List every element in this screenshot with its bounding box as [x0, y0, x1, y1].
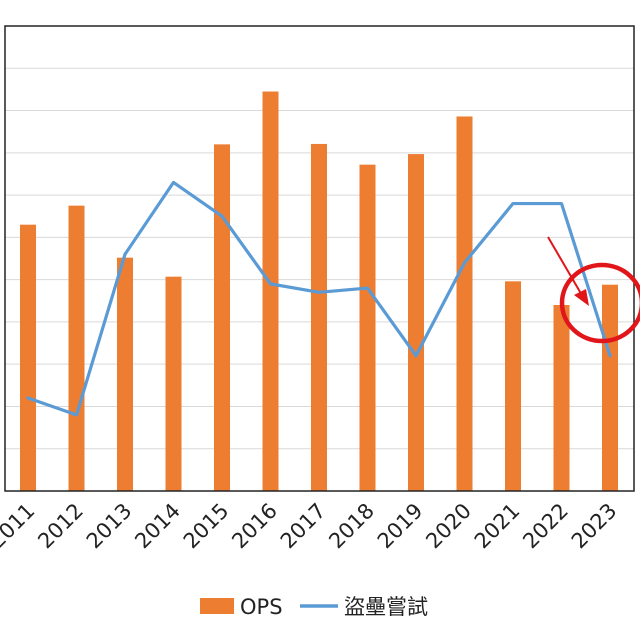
- ops-bar-2018: [359, 164, 376, 491]
- ops-bar-2020: [456, 116, 473, 492]
- ops-bar-2015: [214, 144, 230, 491]
- ops-bars: [20, 91, 618, 492]
- annotation: [547, 236, 640, 344]
- legend-ops-swatch: [200, 598, 234, 614]
- ops-bar-2016: [262, 91, 279, 491]
- ops-bar-2014: [165, 276, 182, 491]
- ops-bar-2017: [311, 143, 327, 491]
- ops-bar-2021: [505, 281, 521, 491]
- ops-bar-2012: [68, 205, 85, 491]
- ops-bar-2019: [408, 154, 424, 491]
- plot-frame: [4, 25, 635, 492]
- ops-bar-2011: [20, 224, 36, 491]
- legend: OPS 盜壘嘗試: [200, 595, 428, 619]
- annotation-arrow-shaft: [547, 236, 584, 298]
- ops-bar-2022: [553, 305, 570, 491]
- ops-bar-2013: [117, 257, 133, 491]
- annotation-circle: [559, 262, 640, 344]
- ops-bar-2023: [602, 284, 618, 491]
- annotation-arrowhead: [574, 289, 589, 306]
- legend-ops-label: OPS: [240, 595, 283, 619]
- legend-attempts-label: 盜壘嘗試: [344, 595, 428, 619]
- stolen-base-attempts-line: [26, 180, 612, 417]
